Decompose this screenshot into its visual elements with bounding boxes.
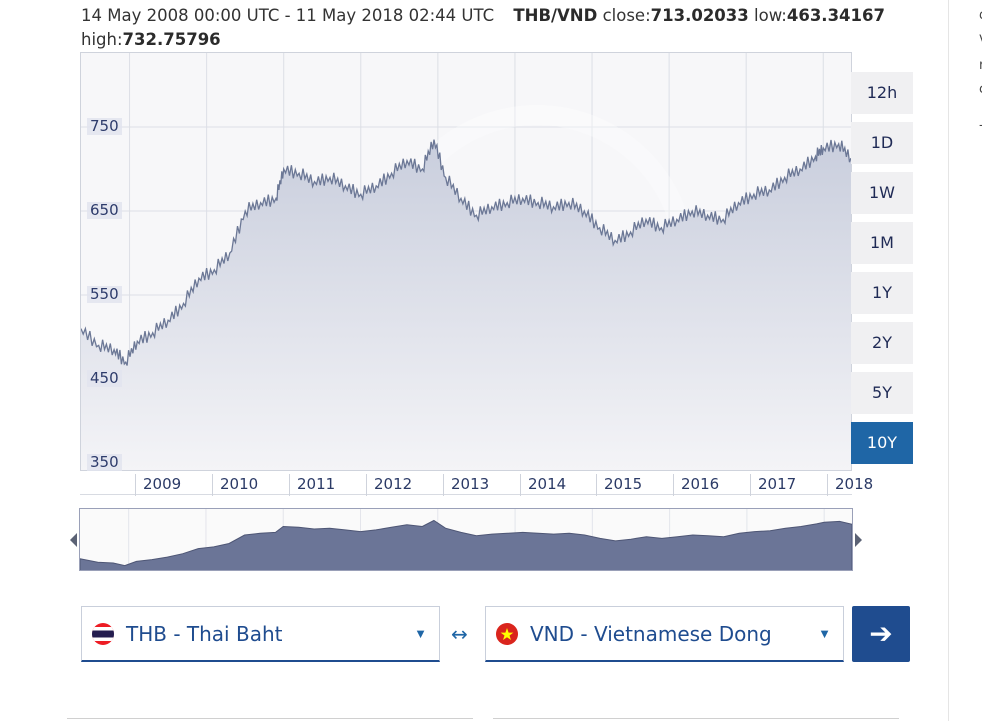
rate-chart[interactable]: x e — [80, 52, 852, 471]
side-text-1: d — [979, 8, 982, 23]
to-currency-label: VND - Vietnamese Dong — [530, 621, 772, 646]
range-button-1d[interactable]: 1D — [851, 122, 913, 164]
x-tick-2017: 2017 — [750, 474, 796, 496]
x-tick-2015: 2015 — [596, 474, 642, 496]
high-value: 732.75796 — [122, 30, 221, 49]
x-tick-2010: 2010 — [212, 474, 258, 496]
navigator-left-handle[interactable] — [70, 533, 77, 547]
low-value: 463.34167 — [786, 6, 885, 25]
navigator-right-handle[interactable] — [855, 533, 862, 547]
from-currency-label: THB - Thai Baht — [126, 621, 283, 646]
x-tick-2016: 2016 — [673, 474, 719, 496]
divider-left — [67, 718, 473, 719]
high-label: high: — [81, 30, 123, 49]
side-text-3: r — [979, 58, 982, 73]
side-panel-clipped: d v r c - — [948, 0, 982, 721]
divider-right — [493, 718, 899, 719]
currency-pair: THB/VND — [513, 6, 598, 25]
chevron-down-icon: ▼ — [818, 626, 831, 641]
rate-area — [81, 139, 851, 470]
side-text-4: c — [979, 82, 982, 97]
x-tick-2013: 2013 — [443, 474, 489, 496]
close-label: close: — [602, 6, 651, 25]
x-tick-2009: 2009 — [135, 474, 181, 496]
range-button-1m[interactable]: 1M — [851, 222, 913, 264]
range-button-12h[interactable]: 12h — [851, 72, 913, 114]
low-label: low: — [754, 6, 787, 25]
to-currency-select[interactable]: VND - Vietnamese Dong ▼ — [485, 606, 844, 662]
rate-line — [81, 139, 851, 366]
side-text-2: v — [979, 31, 982, 46]
rate-chart-svg: x e — [81, 53, 851, 470]
x-tick-2018: 2018 — [827, 474, 873, 496]
chart-header: 14 May 2008 00:00 UTC - 11 May 2018 02:4… — [81, 4, 941, 52]
range-button-1w[interactable]: 1W — [851, 172, 913, 214]
close-value: 713.02033 — [650, 6, 749, 25]
range-navigator[interactable] — [79, 508, 853, 571]
range-button-2y[interactable]: 2Y — [851, 322, 913, 364]
range-button-10y[interactable]: 10Y — [851, 422, 913, 464]
convert-arrow-button[interactable]: ➔ — [852, 606, 910, 662]
y-tick-450: 450 — [87, 370, 122, 387]
date-range-label: 14 May 2008 00:00 UTC - 11 May 2018 02:4… — [81, 6, 495, 25]
vietnam-flag-icon — [496, 622, 518, 645]
y-tick-350: 350 — [87, 454, 122, 471]
navigator-svg — [80, 509, 852, 570]
y-tick-650: 650 — [87, 202, 122, 219]
y-tick-550: 550 — [87, 286, 122, 303]
from-currency-select[interactable]: THB - Thai Baht ▼ — [81, 606, 440, 662]
x-tick-2011: 2011 — [289, 474, 335, 496]
chevron-down-icon: ▼ — [414, 626, 427, 641]
x-tick-2012: 2012 — [366, 474, 412, 496]
range-button-1y[interactable]: 1Y — [851, 272, 913, 314]
swap-currencies-icon[interactable]: ↔ — [451, 622, 468, 646]
range-buttons: 12h 1D 1W 1M 1Y 2Y 5Y 10Y — [851, 72, 915, 472]
navigator-area — [80, 519, 852, 570]
y-tick-750: 750 — [87, 118, 122, 135]
side-text-5: - — [979, 118, 982, 133]
x-axis: 2009 2010 2011 2012 2013 2014 2015 2016 … — [80, 471, 873, 496]
x-tick-2014: 2014 — [520, 474, 566, 496]
range-button-5y[interactable]: 5Y — [851, 372, 913, 414]
thailand-flag-icon — [92, 622, 114, 645]
